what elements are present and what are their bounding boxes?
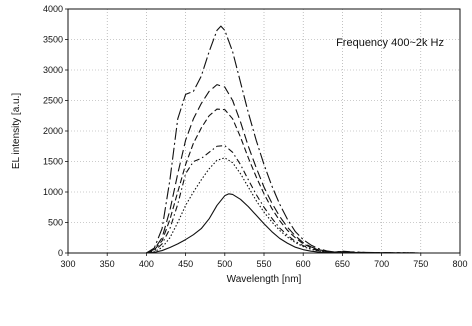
y-tick-label: 0 bbox=[58, 248, 63, 258]
y-axis-label: EL intensity [a.u.] bbox=[11, 93, 22, 170]
y-tick-label: 2000 bbox=[43, 126, 63, 136]
x-tick-label: 550 bbox=[256, 259, 271, 269]
y-tick-label: 1500 bbox=[43, 157, 63, 167]
x-tick-labels: 300 350 400 450 500 550 600 650 700 750 800 bbox=[60, 259, 467, 269]
y-tick-label: 4000 bbox=[43, 4, 63, 14]
x-tick-label: 700 bbox=[374, 259, 389, 269]
y-tick-label: 3000 bbox=[43, 65, 63, 75]
x-tick-label: 400 bbox=[139, 259, 154, 269]
x-axis-label: Wavelength [nm] bbox=[227, 274, 302, 285]
y-tick-label: 2500 bbox=[43, 96, 63, 106]
y-tick-label: 1000 bbox=[43, 187, 63, 197]
series-line-2 bbox=[146, 84, 460, 254]
axis-ticks bbox=[65, 8, 461, 256]
series-line-6 bbox=[146, 193, 460, 254]
x-tick-label: 600 bbox=[296, 259, 311, 269]
series-line-1 bbox=[146, 25, 460, 254]
x-tick-label: 500 bbox=[217, 259, 232, 269]
series-line-4 bbox=[146, 145, 460, 254]
x-tick-label: 450 bbox=[178, 259, 193, 269]
x-tick-label: 800 bbox=[452, 259, 467, 269]
series-line-5 bbox=[146, 157, 460, 254]
frequency-annotation: Frequency 400~2k Hz bbox=[336, 37, 444, 49]
y-tick-label: 500 bbox=[48, 218, 63, 228]
x-tick-label: 300 bbox=[60, 259, 75, 269]
series-lines bbox=[146, 25, 460, 254]
y-tick-label: 3500 bbox=[43, 35, 63, 45]
x-tick-label: 650 bbox=[335, 259, 350, 269]
x-tick-label: 350 bbox=[100, 259, 115, 269]
y-tick-labels: 0 500 1000 1500 2000 2500 3000 3500 4000 bbox=[43, 4, 63, 258]
grid-lines bbox=[68, 9, 460, 253]
x-tick-label: 750 bbox=[413, 259, 428, 269]
